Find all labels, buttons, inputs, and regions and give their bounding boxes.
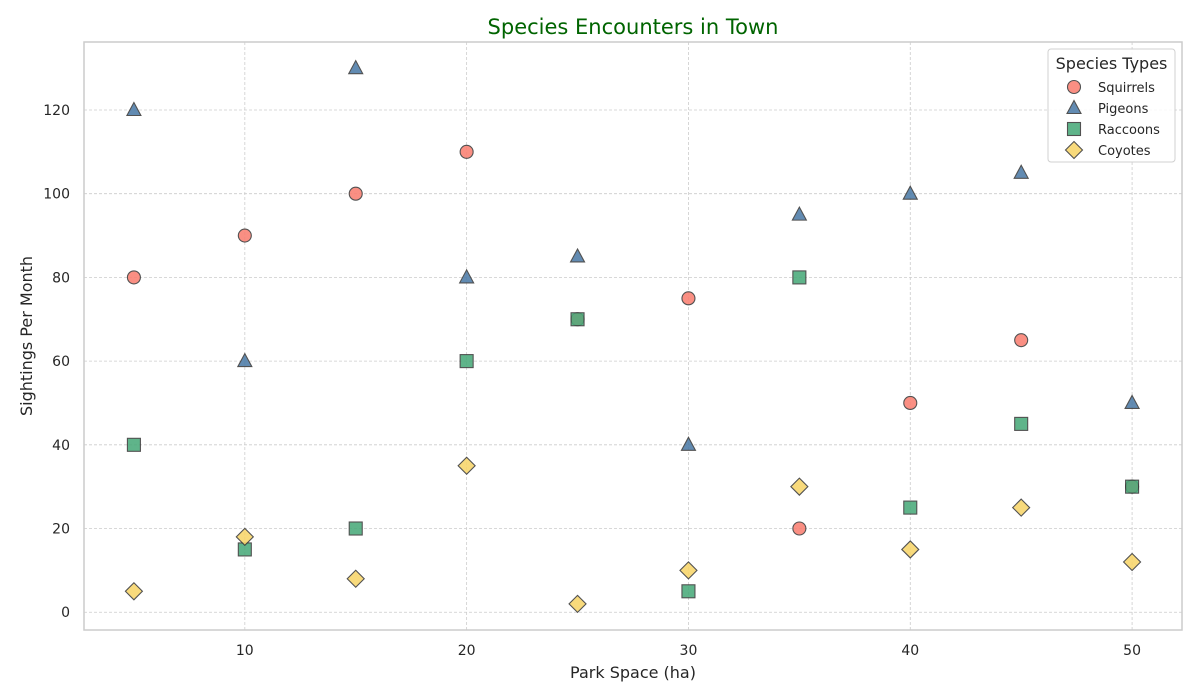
data-point-pigeons: [347, 59, 364, 75]
x-tick-label: 40: [901, 643, 919, 659]
series-raccoons: [126, 270, 1140, 599]
y-tick-label: 40: [52, 438, 70, 454]
legend-item-raccoons: [1066, 121, 1082, 137]
legend-items: Squirrels Pigeons Raccoons Coyotes: [1064, 79, 1160, 160]
legend-label: Raccoons: [1098, 123, 1160, 138]
data-point-coyotes: [457, 456, 476, 476]
legend-item-squirrels: [1066, 79, 1082, 95]
data-point-squirrels: [903, 395, 918, 411]
data-point-raccoons: [1125, 479, 1140, 494]
data-point-coyotes: [790, 477, 809, 496]
x-tick-label: 50: [1123, 643, 1141, 659]
data-point-pigeons: [680, 436, 697, 451]
legend-label: Coyotes: [1098, 144, 1151, 159]
series-squirrels: [126, 144, 1140, 536]
data-point-coyotes: [679, 561, 698, 580]
data-point-pigeons: [791, 205, 808, 221]
tick-labels: 10 20 30 40 50 0 20 40 60 80 100 120: [43, 103, 1141, 659]
data-point-coyotes: [900, 540, 920, 559]
data-point-squirrels: [348, 186, 363, 201]
y-axis-label: Sightings Per Month: [17, 256, 36, 416]
data-point-raccoons: [126, 437, 141, 452]
series-pigeons: [125, 59, 1141, 451]
data-point-pigeons: [1124, 394, 1141, 410]
data-point-raccoons: [903, 500, 918, 515]
legend-marker-raccoons: [1066, 121, 1082, 137]
data-point-squirrels: [459, 144, 474, 159]
data-point-coyotes: [346, 569, 366, 589]
x-tick-label: 30: [680, 643, 698, 659]
data-point-pigeons: [125, 101, 142, 117]
y-tick-label: 80: [52, 270, 70, 286]
data-point-pigeons: [569, 247, 586, 263]
data-point-coyotes: [1011, 498, 1031, 517]
x-tick-label: 20: [458, 643, 476, 659]
legend-marker-coyotes: [1064, 140, 1084, 160]
y-tick-label: 120: [43, 103, 70, 119]
data-point-coyotes: [568, 594, 587, 614]
data-point-raccoons: [459, 354, 474, 369]
y-tick-label: 0: [61, 605, 70, 621]
legend-label: Pigeons: [1098, 102, 1149, 117]
y-tick-label: 100: [43, 187, 70, 203]
x-tick-label: 10: [236, 643, 254, 659]
data-point-pigeons: [236, 352, 253, 368]
x-axis-label: Park Space (ha): [570, 663, 696, 682]
data-point-squirrels: [792, 521, 807, 536]
data-point-pigeons: [458, 268, 475, 284]
data-point-raccoons: [570, 312, 585, 327]
y-tick-label: 60: [52, 354, 70, 370]
data-point-squirrels: [681, 291, 696, 306]
data-point-coyotes: [235, 527, 255, 547]
chart-title: Species Encounters in Town: [488, 15, 779, 39]
plot-frame: [83, 41, 1183, 631]
data-point-pigeons: [902, 185, 919, 200]
legend-label: Squirrels: [1098, 81, 1155, 96]
legend-item-pigeons: [1066, 99, 1082, 115]
data-point-raccoons: [792, 270, 807, 285]
data-point-coyotes: [1122, 552, 1142, 572]
legend-item-coyotes: [1064, 140, 1084, 160]
y-tick-label: 20: [52, 522, 70, 538]
legend: Species Types Squirrels Pigeons Raccoons Co…: [1047, 48, 1176, 163]
grid: [84, 42, 1182, 630]
data-point-raccoons: [1014, 416, 1029, 431]
data-point-raccoons: [348, 521, 363, 536]
data-point-coyotes: [124, 582, 144, 601]
data-point-squirrels: [237, 228, 252, 243]
data-point-raccoons: [681, 584, 696, 599]
data-point-squirrels: [1014, 333, 1029, 348]
series-coyotes: [124, 456, 1142, 614]
data-points: [124, 59, 1142, 614]
legend-marker-pigeons: [1066, 99, 1082, 115]
legend-marker-squirrels: [1066, 79, 1082, 95]
data-point-squirrels: [126, 270, 141, 285]
data-point-pigeons: [1013, 164, 1030, 179]
legend-title: Species Types: [1056, 54, 1168, 73]
